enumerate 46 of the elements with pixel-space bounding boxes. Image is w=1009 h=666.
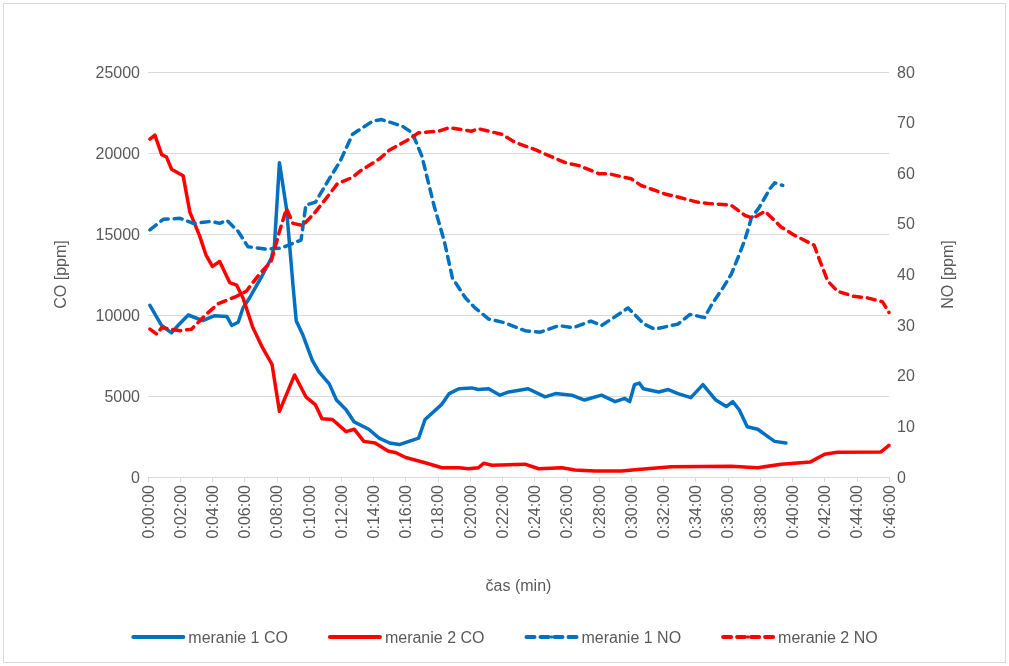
legend-label: meranie 1 CO bbox=[188, 628, 288, 646]
y-axis-title: CO [ppm] bbox=[51, 240, 69, 309]
x-tick-label: 0:46:00 bbox=[880, 484, 898, 539]
y2-tick-label: 30 bbox=[897, 316, 915, 334]
y-tick-label: 25000 bbox=[95, 63, 141, 81]
x-tick-label: 0:00:00 bbox=[139, 484, 157, 539]
y-tick-label: 20000 bbox=[95, 144, 141, 162]
x-tick-label: 0:08:00 bbox=[268, 484, 286, 539]
y2-tick-label: 10 bbox=[897, 417, 915, 435]
y-tick-label: 10000 bbox=[95, 306, 141, 324]
legend-label: meranie 2 CO bbox=[384, 628, 485, 646]
y2-tick-label: 20 bbox=[897, 367, 915, 385]
x-tick-label: 0:42:00 bbox=[816, 484, 834, 539]
x-tick-label: 0:44:00 bbox=[848, 484, 866, 539]
y2-tick-label: 60 bbox=[897, 164, 915, 182]
x-tick-label: 0:16:00 bbox=[397, 484, 415, 539]
x-tick-label: 0:06:00 bbox=[236, 484, 254, 539]
y2-tick-label: 40 bbox=[897, 266, 915, 283]
x-tick-label: 0:18:00 bbox=[429, 484, 447, 539]
x-tick-label: 0:30:00 bbox=[622, 484, 640, 539]
x-tick-label: 0:04:00 bbox=[203, 484, 221, 539]
y-tick-label: 0 bbox=[131, 468, 141, 486]
x-tick-label: 0:10:00 bbox=[300, 484, 318, 539]
x-tick-label: 0:28:00 bbox=[590, 484, 608, 539]
x-tick-label: 0:22:00 bbox=[493, 484, 511, 539]
legend-label: meranie 1 NO bbox=[581, 628, 682, 646]
x-tick-label: 0:40:00 bbox=[783, 484, 801, 539]
x-tick-label: 0:02:00 bbox=[171, 484, 189, 539]
y2-tick-label: 0 bbox=[897, 468, 906, 486]
x-tick-label: 0:38:00 bbox=[751, 484, 769, 539]
x-tick-label: 0:20:00 bbox=[461, 484, 479, 539]
x-tick-label: 0:12:00 bbox=[332, 484, 350, 539]
x-tick-label: 0:26:00 bbox=[558, 484, 576, 539]
y2-tick-label: 80 bbox=[897, 63, 915, 81]
y2-tick-label: 70 bbox=[897, 114, 915, 132]
y-tick-label: 5000 bbox=[104, 387, 141, 405]
x-tick-label: 0:32:00 bbox=[654, 484, 672, 539]
y2-axis-title: NO [ppm] bbox=[938, 240, 956, 309]
y2-tick-label: 50 bbox=[897, 215, 915, 233]
x-axis-title: čas (min) bbox=[485, 576, 552, 594]
y-tick-label: 15000 bbox=[95, 225, 141, 243]
x-tick-label: 0:34:00 bbox=[687, 484, 705, 539]
x-tick-label: 0:36:00 bbox=[719, 484, 737, 539]
x-tick-label: 0:24:00 bbox=[526, 484, 544, 539]
x-tick-label: 0:14:00 bbox=[365, 484, 383, 539]
legend-label: meranie 2 NO bbox=[778, 628, 878, 646]
